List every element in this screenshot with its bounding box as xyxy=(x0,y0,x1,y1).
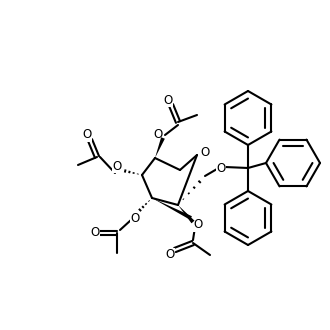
Text: O: O xyxy=(163,93,173,107)
Text: O: O xyxy=(82,128,92,142)
Polygon shape xyxy=(152,198,192,220)
Text: O: O xyxy=(153,127,163,141)
Text: O: O xyxy=(216,161,226,175)
Text: O: O xyxy=(130,213,140,225)
Text: O: O xyxy=(193,218,203,232)
Polygon shape xyxy=(178,205,194,223)
Polygon shape xyxy=(155,137,165,158)
Text: O: O xyxy=(200,146,210,158)
Text: O: O xyxy=(165,248,175,261)
Text: O: O xyxy=(113,159,122,173)
Text: O: O xyxy=(90,226,100,240)
